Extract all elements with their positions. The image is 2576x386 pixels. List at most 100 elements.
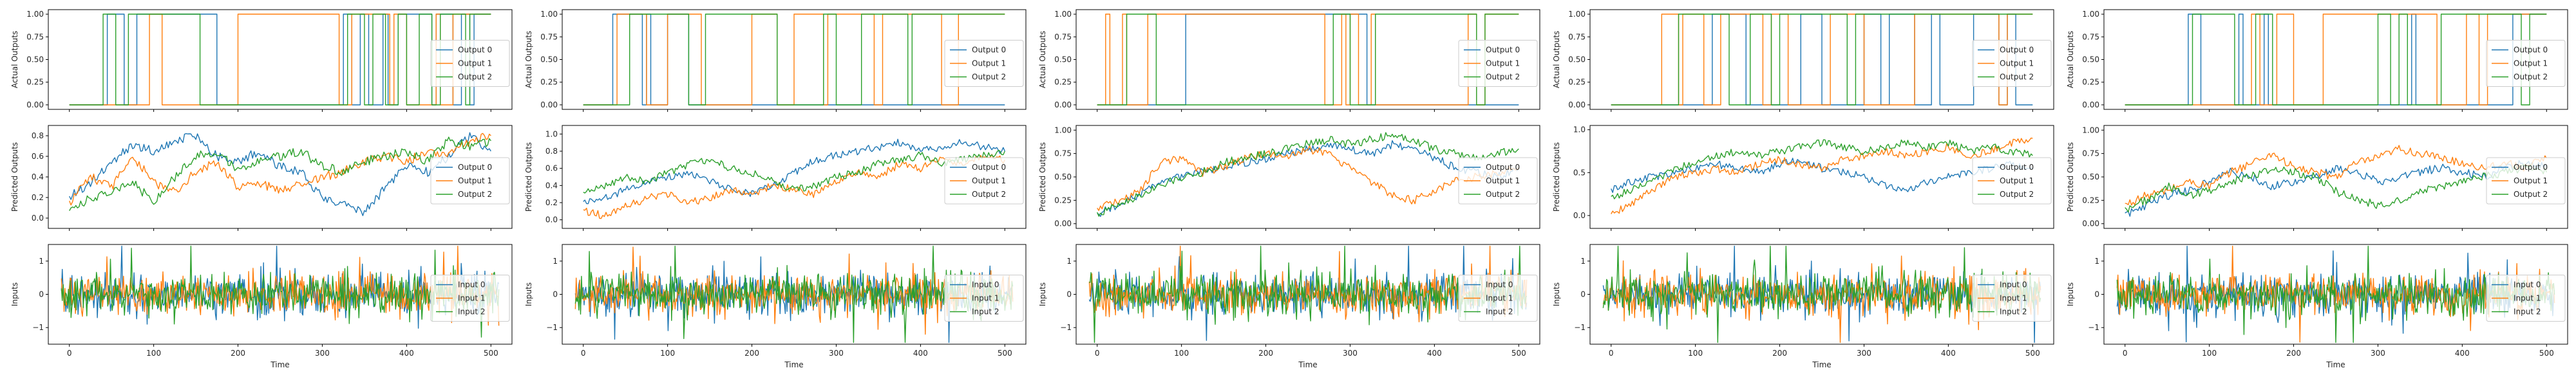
legend-box xyxy=(2486,275,2566,322)
legend-label: Output 2 xyxy=(2000,73,2034,82)
x-tick-label: 300 xyxy=(2371,349,2385,358)
legend: Input 0 Input 1 Input 2 xyxy=(1972,275,2052,322)
legend-label: Output 1 xyxy=(1486,59,1520,68)
y-tick-label: −1 xyxy=(546,323,558,332)
series-line-output-1 xyxy=(69,133,491,206)
x-tick-label: 400 xyxy=(1427,349,1442,358)
x-tick-label: 300 xyxy=(1857,349,1871,358)
y-tick-label: 0.00 xyxy=(26,100,44,109)
y-tick-label: 0.50 xyxy=(1054,55,1072,64)
legend-label: Output 1 xyxy=(972,59,1006,68)
y-tick-label: 0 xyxy=(1066,290,1072,299)
x-tick-label: 400 xyxy=(399,349,414,358)
y-axis-label: Predicted Outputs xyxy=(524,142,533,212)
x-tick-label: 0 xyxy=(1095,349,1100,358)
legend-label: Output 0 xyxy=(972,46,1006,55)
series-line-output-2 xyxy=(69,136,491,211)
series-line-output-2 xyxy=(2125,163,2547,213)
legend-box xyxy=(1458,157,1538,205)
y-tick-label: 1.00 xyxy=(2082,10,2099,19)
y-axis-label: Actual Outputs xyxy=(2066,31,2075,88)
x-tick-label: 200 xyxy=(1258,349,1273,358)
series-line-output-0 xyxy=(2125,160,2547,217)
y-tick-label: 0.50 xyxy=(1054,172,1072,181)
y-axis-label: Inputs xyxy=(1552,282,1561,306)
y-tick-label: 1.0 xyxy=(545,129,558,138)
y-axis-label: Predicted Outputs xyxy=(1038,142,1047,212)
x-tick-label: 100 xyxy=(660,349,675,358)
legend-label: Output 2 xyxy=(2514,73,2548,82)
series-line-input-2 xyxy=(574,245,1014,344)
x-tick-label: 100 xyxy=(2202,349,2217,358)
legend-label: Output 2 xyxy=(2514,190,2548,199)
legend-box xyxy=(1972,275,2052,322)
subplot-col2-actual: 0.00 0.25 0.50 0.75 1.00 Actual Outputs Output… xyxy=(524,9,1027,112)
y-tick-label: 1.00 xyxy=(540,10,558,19)
y-tick-label: 1 xyxy=(1066,257,1072,266)
legend-label: Output 2 xyxy=(458,190,492,199)
legend-box xyxy=(430,275,510,322)
series-line-output-2 xyxy=(1611,139,2033,199)
y-tick-label: 0.50 xyxy=(2082,172,2099,181)
y-tick-label: 0 xyxy=(39,290,44,299)
y-tick-label: 0.00 xyxy=(1054,100,1072,109)
legend-label: Output 1 xyxy=(1486,176,1520,185)
x-tick-label: 0 xyxy=(2123,349,2128,358)
x-axis-label: Time xyxy=(2325,360,2345,369)
x-tick-label: 500 xyxy=(2025,349,2040,358)
y-tick-label: −1 xyxy=(1574,323,1586,332)
x-tick-label: 0 xyxy=(67,349,72,358)
legend-label: Input 1 xyxy=(972,294,999,303)
legend-label: Input 0 xyxy=(458,280,486,290)
series-line-input-2 xyxy=(1602,245,2041,344)
y-tick-label: 0.75 xyxy=(1054,32,1072,41)
x-axis-label: Time xyxy=(1812,360,1831,369)
legend-label: Output 2 xyxy=(972,190,1006,199)
series-line-output-0 xyxy=(69,132,491,216)
y-tick-label: 0.00 xyxy=(1054,219,1072,228)
y-tick-label: 0.6 xyxy=(32,152,44,161)
series-line-input-2 xyxy=(1089,245,1528,344)
legend-box xyxy=(944,157,1024,205)
y-tick-label: 0.75 xyxy=(1568,32,1586,41)
series-line-output-2 xyxy=(583,150,1005,194)
series-line-input-2 xyxy=(61,245,500,338)
series-line-output-2 xyxy=(583,14,1005,106)
y-tick-label: 0.00 xyxy=(2082,100,2099,109)
series-line-output-1 xyxy=(1097,145,1519,211)
x-tick-label: 100 xyxy=(1688,349,1703,358)
x-tick-label: 100 xyxy=(1174,349,1189,358)
legend-label: Output 0 xyxy=(2000,46,2034,55)
y-tick-label: 1.00 xyxy=(2082,125,2099,134)
legend: Output 0 Output 1 Output 2 xyxy=(944,157,1024,205)
legend-label: Output 0 xyxy=(2514,163,2548,172)
axes-frame xyxy=(1589,125,2054,229)
legend-label: Input 2 xyxy=(2000,308,2027,317)
axes-frame xyxy=(562,125,1027,229)
y-tick-label: 0.50 xyxy=(1568,55,1586,64)
y-axis-label: Predicted Outputs xyxy=(2066,142,2075,212)
legend-label: Output 2 xyxy=(458,73,492,82)
series-line-output-2 xyxy=(1097,132,1519,217)
y-tick-label: 1.00 xyxy=(26,10,44,19)
legend-label: Output 2 xyxy=(1486,190,1520,199)
y-axis-label: Inputs xyxy=(1038,282,1047,306)
series-line-output-2 xyxy=(1097,14,1519,106)
y-tick-label: 0.8 xyxy=(545,147,558,156)
legend-label: Input 2 xyxy=(1486,308,1513,317)
legend-label: Output 1 xyxy=(2000,176,2034,185)
legend-label: Input 1 xyxy=(458,294,486,303)
y-tick-label: 0.0 xyxy=(32,214,44,223)
y-tick-label: −1 xyxy=(1060,323,1072,332)
legend-label: Output 0 xyxy=(458,163,492,172)
legend-box xyxy=(1972,40,2052,87)
legend-label: Input 2 xyxy=(972,308,999,317)
series-line-output-1 xyxy=(1097,14,1519,106)
subplot-col5-actual: 0.00 0.25 0.50 0.75 1.00 Actual Outputs Output… xyxy=(2066,9,2568,112)
x-tick-label: 500 xyxy=(484,349,498,358)
y-tick-label: −1 xyxy=(32,323,44,332)
legend-label: Input 0 xyxy=(2514,280,2541,290)
series-line-output-1 xyxy=(583,14,1005,106)
